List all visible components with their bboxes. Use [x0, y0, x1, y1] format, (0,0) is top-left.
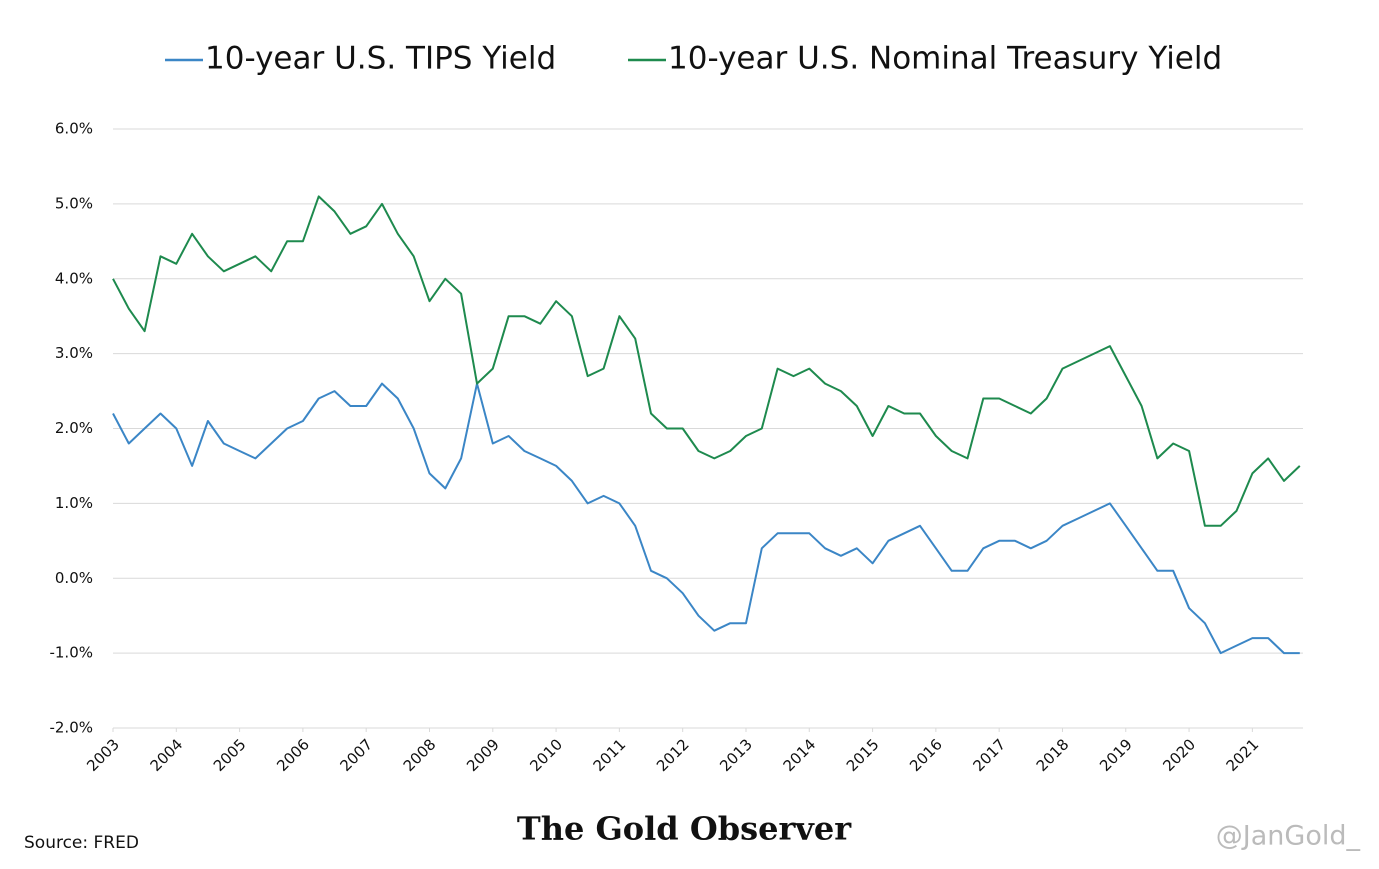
y-tick-label: 0.0% — [55, 569, 93, 587]
x-tick-label: 2017 — [969, 735, 1009, 775]
x-tick-label: 2018 — [1033, 735, 1073, 775]
x-tick-label: 2014 — [780, 735, 820, 775]
x-tick-label: 2004 — [147, 735, 187, 775]
y-tick-label: -2.0% — [49, 719, 93, 737]
x-tick-label: 2008 — [400, 735, 440, 775]
y-tick-label: 2.0% — [55, 419, 93, 437]
legend-label: 10-year U.S. TIPS Yield — [205, 41, 556, 77]
x-tick-label: 2006 — [273, 735, 313, 775]
x-tick-label: 2015 — [843, 735, 883, 775]
x-tick-label: 2013 — [716, 735, 756, 775]
x-tick-label: 2012 — [653, 735, 693, 775]
x-tick-label: 2021 — [1223, 735, 1263, 775]
x-tick-label: 2016 — [906, 735, 946, 775]
legend-label: 10-year U.S. Nominal Treasury Yield — [668, 41, 1222, 77]
x-tick-label: 2020 — [1159, 735, 1199, 775]
x-tick-label: 2007 — [336, 735, 376, 775]
series-line — [112, 195, 1301, 527]
handle: @JanGold_ — [1216, 821, 1361, 852]
x-tick-label: 2003 — [83, 735, 123, 775]
x-tick-label: 2010 — [526, 735, 566, 775]
y-tick-label: 3.0% — [55, 344, 93, 362]
x-tick-label: 2011 — [590, 735, 630, 775]
x-tick-label: 2019 — [1096, 735, 1136, 775]
series-line — [112, 382, 1300, 655]
y-tick-label: 5.0% — [55, 194, 93, 212]
y-tick-label: 1.0% — [55, 494, 93, 512]
x-tick-label: 2009 — [463, 735, 503, 775]
brand-title: The Gold Observer — [517, 810, 852, 848]
y-tick-label: 6.0% — [55, 120, 93, 138]
y-tick-label: 4.0% — [55, 269, 93, 287]
x-tick-label: 2005 — [210, 735, 250, 775]
source-note: Source: FRED — [24, 833, 139, 853]
y-tick-label: -1.0% — [49, 644, 93, 662]
